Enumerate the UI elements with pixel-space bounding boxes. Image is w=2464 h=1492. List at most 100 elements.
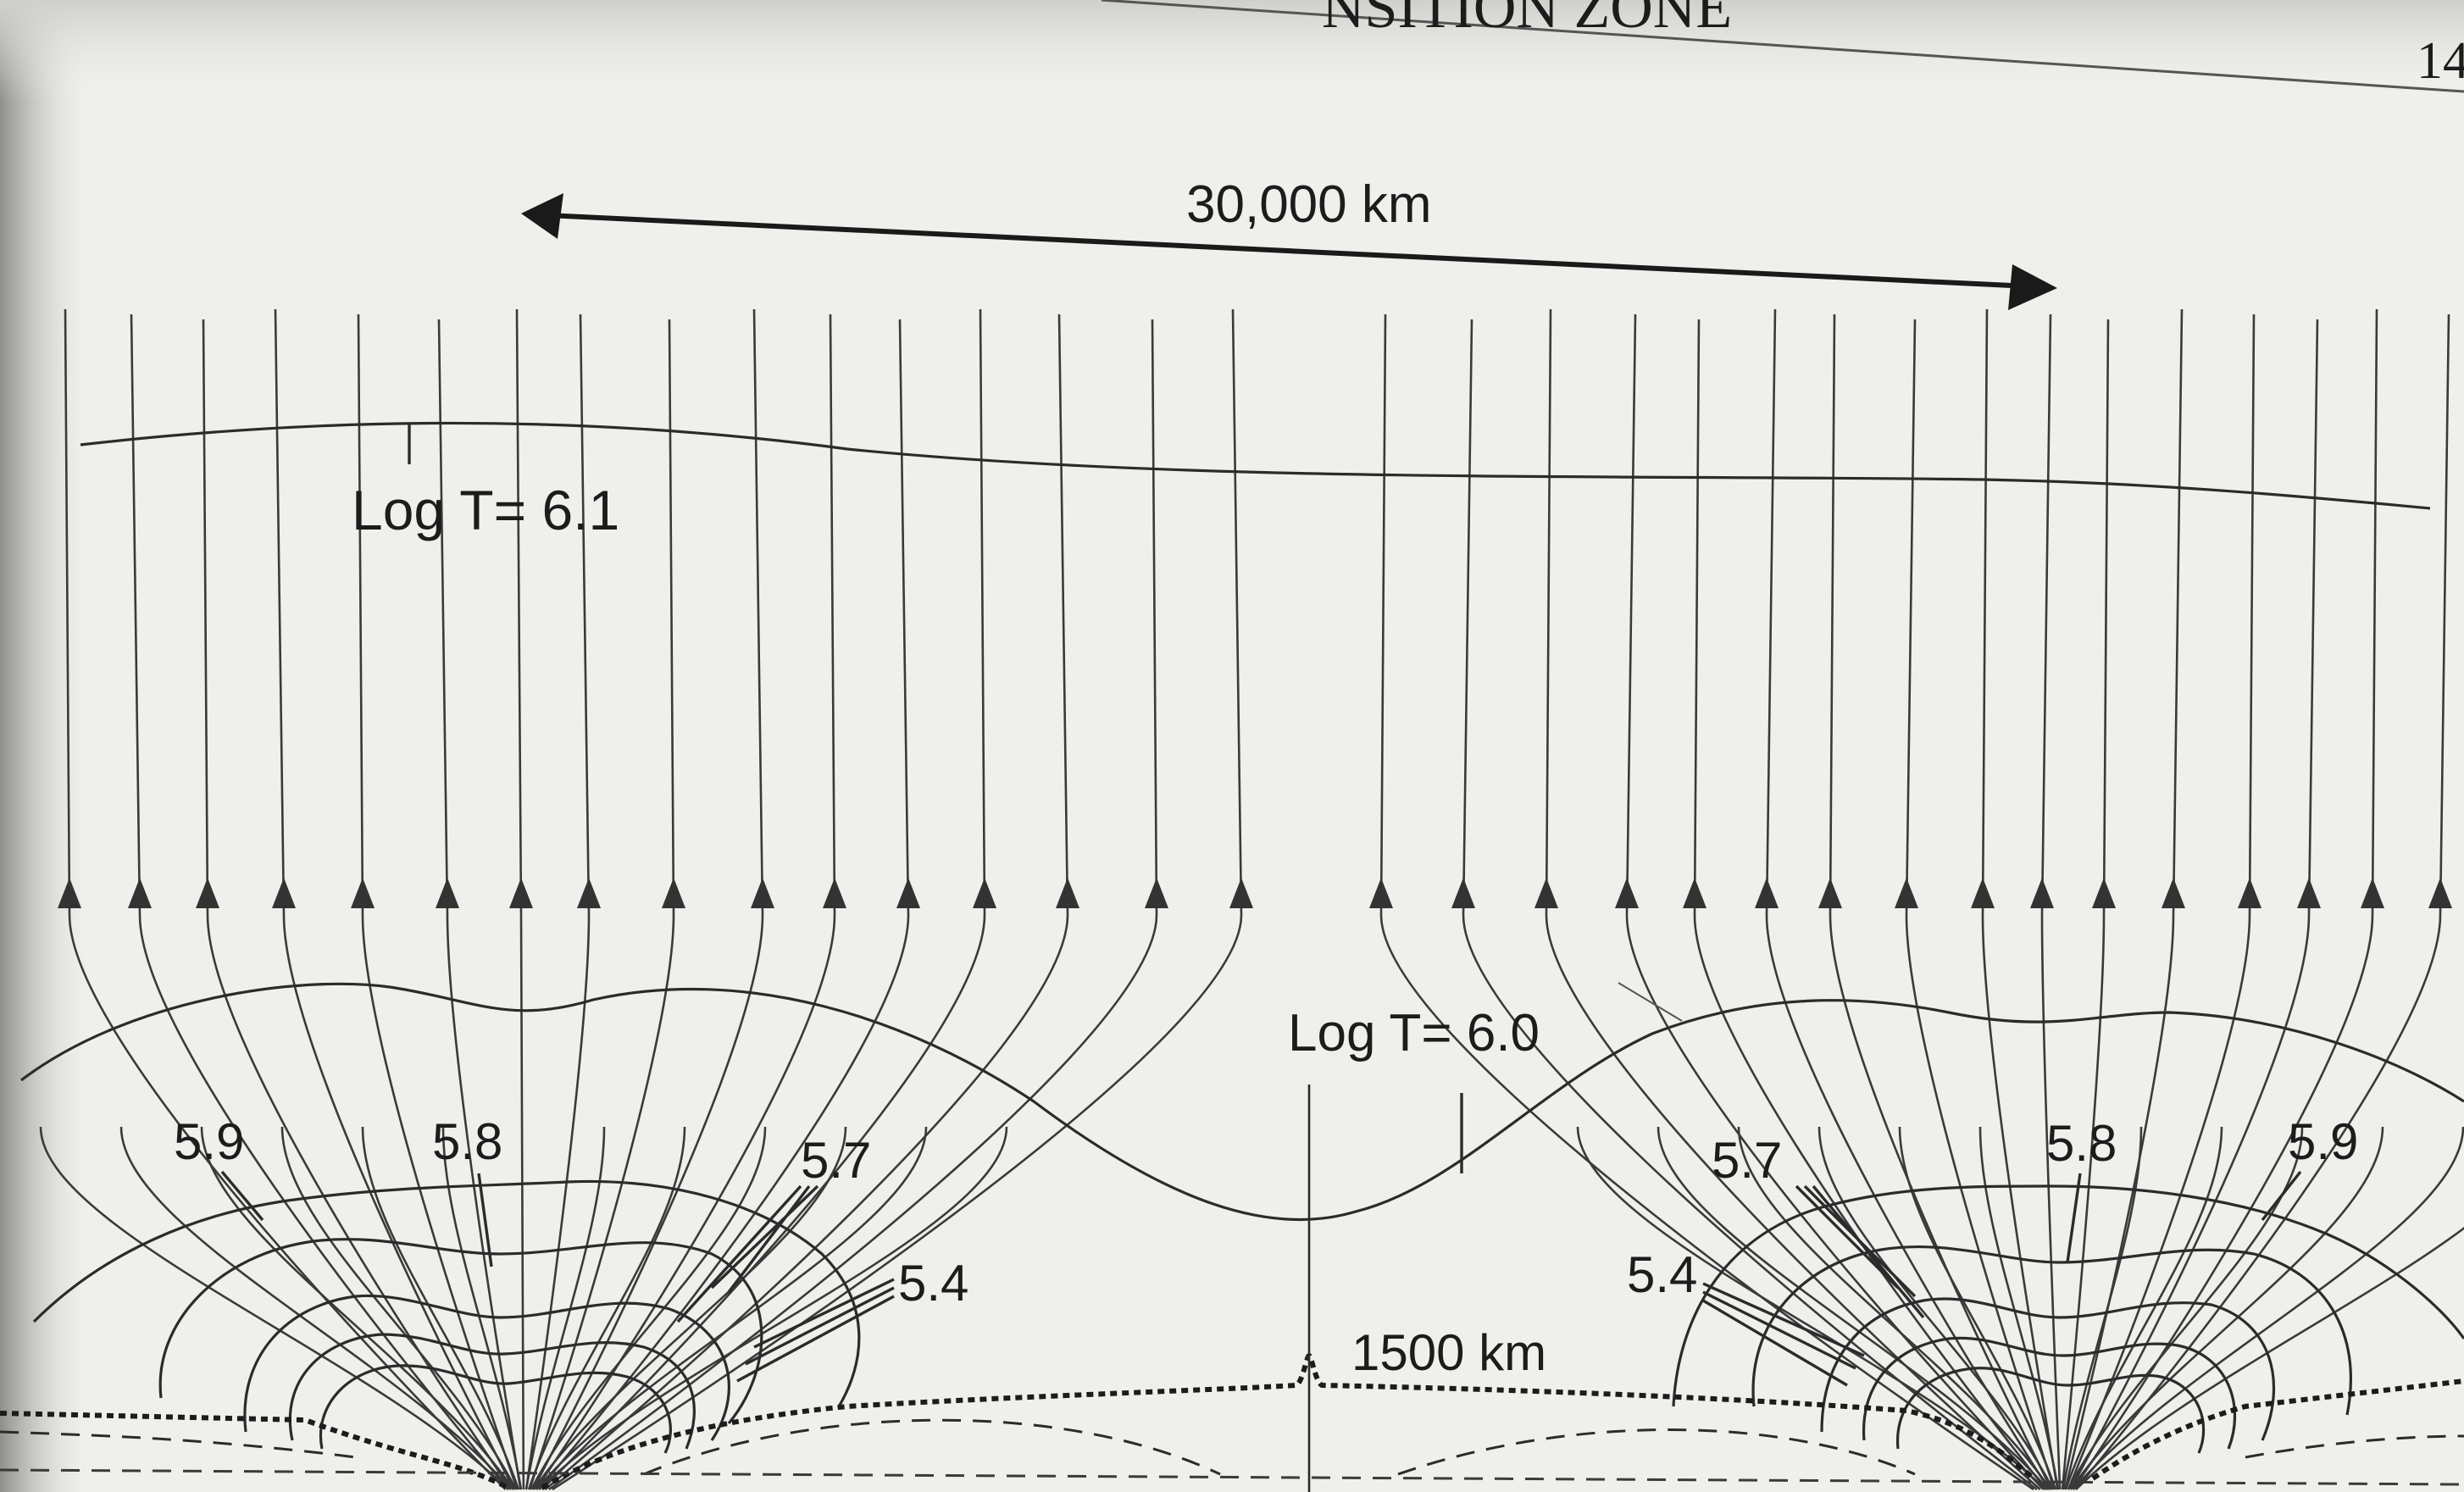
field-arrow <box>58 878 81 908</box>
field-line <box>2069 319 2319 1490</box>
field-line-footpoint <box>119 1126 512 1490</box>
field-line-footpoint <box>441 1126 523 1490</box>
leader-5-7-right <box>1795 1184 1925 1319</box>
label-5-8-right: 5.8 <box>2046 1115 2117 1172</box>
field-line <box>1545 308 2041 1490</box>
field-arrow <box>1895 878 1918 908</box>
label-5-9-left: 5.9 <box>174 1113 244 1170</box>
label-5-8-left: 5.8 <box>432 1113 502 1170</box>
field-arrow <box>1615 878 1639 908</box>
isotherm-5-9-left <box>32 1179 861 1407</box>
field-arrow <box>1369 878 1393 908</box>
field-line <box>130 313 509 1490</box>
base-boundary <box>0 1084 2464 1492</box>
field-line <box>544 313 1069 1490</box>
scale-arrow-30000-km: 30,000 km <box>521 175 2057 310</box>
field-line <box>552 308 1243 1491</box>
leader-5-8-right <box>2066 1173 2082 1263</box>
field-line-footpoint <box>361 1126 520 1490</box>
label-5-4-right: 5.4 <box>1627 1246 1697 1303</box>
magnetic-field-lines <box>39 308 2464 1491</box>
field-line-footpoint <box>524 1126 606 1490</box>
contour-labels: Log T= 6.1 Log T= 6.0 5.9 5.8 5.7 5.4 5.… <box>174 424 2358 1387</box>
field-arrow <box>751 878 774 908</box>
field-line <box>357 313 519 1490</box>
isotherm-5-9-right <box>1672 1184 2464 1407</box>
field-arrow <box>196 878 219 908</box>
header-rule <box>1101 0 2464 93</box>
field-line <box>535 313 836 1490</box>
field-arrow <box>351 878 375 908</box>
isotherm-5-6-right <box>1862 1336 2236 1450</box>
field-arrow <box>1534 878 1558 908</box>
label-log-t-6-0: Log T= 6.0 <box>1288 1004 1540 1062</box>
field-arrow <box>1971 878 1995 908</box>
field-line-footpoint <box>2062 1126 2143 1490</box>
field-line <box>437 319 522 1490</box>
field-line-footpoint <box>1817 1126 2055 1490</box>
field-line-footpoint <box>2064 1126 2223 1490</box>
isotherm-log-t-6-1 <box>80 421 2431 510</box>
field-line <box>1693 319 2047 1490</box>
field-arrow <box>1755 878 1779 908</box>
label-5-4-left: 5.4 <box>898 1255 968 1312</box>
field-arrow <box>1145 878 1168 908</box>
isotherm-contours <box>20 421 2464 1454</box>
field-line-footpoint <box>1657 1126 2049 1490</box>
leader-5-9-right <box>2261 1170 2302 1222</box>
leader-5-8-left <box>477 1173 493 1267</box>
leader-5-4-left <box>736 1278 895 1383</box>
isotherm-5-4-left <box>319 1364 672 1454</box>
field-line-footpoint <box>2073 1126 2464 1490</box>
label-5-9-right: 5.9 <box>2288 1113 2358 1170</box>
isotherm-5-7-left <box>243 1294 730 1441</box>
scale-arrow-line <box>546 213 2030 289</box>
field-line <box>515 308 525 1490</box>
field-arrow <box>973 878 996 908</box>
field-line <box>2074 313 2450 1490</box>
field-line-footpoint <box>1576 1126 2046 1490</box>
field-arrow <box>1056 878 1079 908</box>
field-arrow <box>577 878 601 908</box>
field-line <box>2072 308 2378 1490</box>
isotherm-log-t-6-0 <box>20 982 2464 1222</box>
field-direction-arrows <box>58 878 2452 908</box>
field-arrow <box>2030 878 2054 908</box>
field-arrow <box>2297 878 2321 908</box>
field-arrow <box>2361 878 2384 908</box>
leader-5-9-left <box>220 1170 264 1222</box>
isotherm-5-4-right <box>1895 1367 2206 1454</box>
label-log-t-6-1: Log T= 6.1 <box>352 479 619 541</box>
field-arrow <box>1451 878 1475 908</box>
field-line-footpoint <box>1737 1126 2052 1490</box>
running-title: NSITION ZONE <box>1322 0 1732 41</box>
field-line <box>528 319 675 1490</box>
field-line <box>538 319 910 1490</box>
field-line-footpoint <box>200 1126 515 1490</box>
field-line-footpoint <box>538 1126 1008 1490</box>
field-arrow <box>823 878 846 908</box>
field-line <box>1981 308 2059 1490</box>
isotherm-5-8-right <box>1751 1245 2352 1416</box>
field-line <box>524 313 591 1490</box>
field-line <box>202 319 513 1490</box>
isotherm-5-8-left <box>158 1238 763 1425</box>
field-line-footpoint <box>527 1126 686 1490</box>
field-line <box>548 319 1158 1491</box>
field-arrow <box>2428 878 2452 908</box>
field-line-footpoint <box>1978 1126 2060 1490</box>
field-line <box>532 308 764 1490</box>
field-arrow <box>128 878 152 908</box>
field-line <box>1625 313 2045 1490</box>
field-arrow <box>896 878 920 908</box>
label-5-7-right: 5.7 <box>1712 1132 1782 1189</box>
field-arrow <box>2238 878 2261 908</box>
field-line <box>1829 313 2053 1490</box>
isotherm-5-6-left <box>288 1333 696 1450</box>
field-arrow <box>509 878 533 908</box>
field-line <box>2067 313 2256 1490</box>
field-line <box>64 308 507 1490</box>
field-line <box>274 308 515 1490</box>
